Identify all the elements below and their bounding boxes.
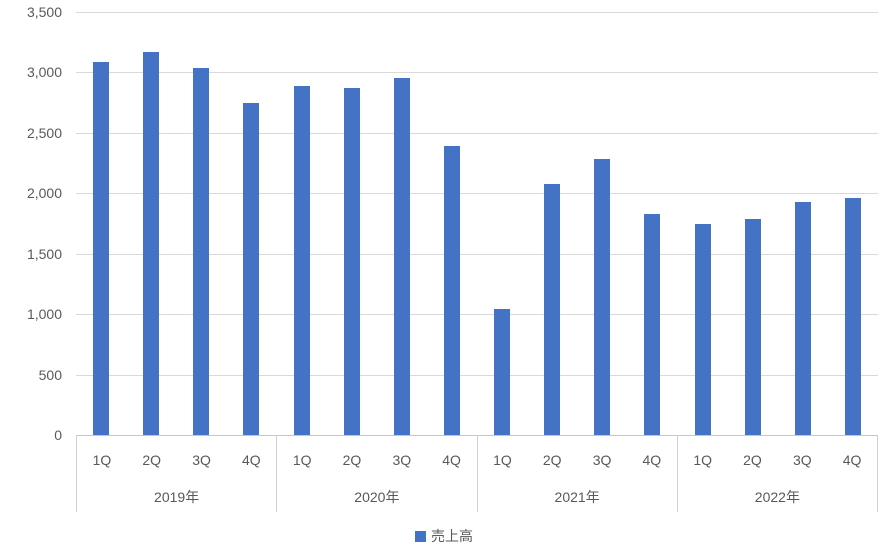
bar-slot [728, 12, 778, 435]
bar-2019年-1Q[interactable] [93, 61, 110, 435]
bar-2021年-2Q[interactable] [544, 183, 561, 435]
quarter-label: 2Q [542, 452, 562, 468]
legend[interactable]: 売上高 [0, 527, 888, 545]
quarter-label: 4Q [642, 452, 662, 468]
quarter-label-row: 1Q 2Q 3Q 4Q [277, 451, 476, 469]
bar-slot [527, 12, 577, 435]
gridline [76, 72, 878, 74]
bar-slot [477, 12, 527, 435]
quarter-label: 3Q [792, 452, 812, 468]
bar-group-2020年 [277, 12, 478, 435]
y-axis-tick-label: 0 [54, 427, 62, 443]
quarter-label: 1Q [292, 452, 312, 468]
quarter-label: 2Q [342, 452, 362, 468]
y-axis-tick-label: 2,000 [26, 185, 62, 202]
bar-2022年-2Q[interactable] [744, 218, 761, 435]
gridline [76, 12, 878, 13]
quarter-label: 4Q [442, 452, 461, 468]
bar-2021年-4Q[interactable] [644, 213, 661, 435]
category-group-2019年: 1Q 2Q 3Q 4Q 2019年 [77, 435, 278, 512]
bar-2020年-3Q[interactable] [393, 78, 410, 435]
bar-slot [778, 12, 828, 435]
quarter-label: 3Q [192, 452, 211, 468]
y-axis-tick-label: 2,500 [26, 124, 62, 141]
bar-2021年-1Q[interactable] [494, 309, 511, 435]
bars-layer [76, 12, 878, 435]
bar-2020年-2Q[interactable] [343, 88, 360, 435]
quarter-label: 4Q [842, 452, 862, 468]
category-group-2022年: 1Q 2Q 3Q 4Q 2022年 [678, 435, 878, 512]
y-axis-tick-label: 1,000 [26, 306, 62, 323]
plot-area [76, 12, 878, 436]
y-axis-tick-label: 500 [38, 366, 62, 383]
quarter-label: 3Q [392, 452, 412, 468]
bar-2019年-4Q[interactable] [243, 102, 260, 435]
y-axis-tick-label: 1,500 [26, 245, 62, 262]
bar-2020年-4Q[interactable] [443, 146, 460, 435]
year-label: 2022年 [754, 489, 800, 505]
bar-group-2019年 [76, 12, 277, 435]
bar-group-2021年 [477, 12, 678, 435]
bar-2022年-3Q[interactable] [794, 201, 811, 435]
quarter-label-row: 1Q 2Q 3Q 4Q [678, 451, 877, 469]
bar-slot [327, 12, 377, 435]
bar-2019年-2Q[interactable] [143, 51, 160, 435]
quarter-label: 1Q [493, 452, 512, 468]
bar-slot [277, 12, 327, 435]
bar-2019年-3Q[interactable] [193, 67, 210, 435]
quarter-label: 2Q [743, 452, 762, 468]
category-group-2021年: 1Q 2Q 3Q 4Q 2021年 [478, 435, 678, 512]
gridline [76, 253, 878, 255]
quarter-label-row: 1Q 2Q 3Q 4Q [77, 451, 276, 469]
bar-slot [76, 12, 126, 435]
year-label: 2020年 [354, 489, 400, 505]
bar-2022年-1Q[interactable] [694, 223, 711, 435]
y-axis: 3,500 3,000 2,500 2,000 1,500 1,000 500 0 [0, 0, 62, 555]
quarter-label: 4Q [242, 452, 261, 468]
gridline [76, 193, 878, 195]
quarter-label-row: 1Q 2Q 3Q 4Q [478, 451, 677, 469]
bar-2021年-3Q[interactable] [594, 159, 611, 435]
y-axis-tick-label: 3,000 [26, 64, 62, 81]
category-axis: 1Q 2Q 3Q 4Q 2019年 1Q 2Q 3Q 4Q 2020年 1Q 2Q 3Q 4Q 2021年 1… [76, 435, 878, 512]
gridline [76, 374, 878, 376]
bar-slot [176, 12, 226, 435]
gridline [76, 314, 878, 316]
gridline [76, 132, 878, 134]
bar-2022年-4Q[interactable] [844, 198, 861, 435]
y-axis-tick-label: 3,500 [26, 4, 62, 20]
quarter-label: 2Q [142, 452, 162, 468]
quarter-label: 1Q [693, 452, 712, 468]
bar-slot [126, 12, 176, 435]
bar-slot [678, 12, 728, 435]
year-label: 2019年 [154, 489, 200, 505]
year-label: 2021年 [554, 489, 600, 505]
bar-2020年-1Q[interactable] [293, 85, 310, 435]
bar-slot [828, 12, 878, 435]
bar-slot [627, 12, 677, 435]
quarter-label: 3Q [592, 452, 612, 468]
bar-slot [226, 12, 276, 435]
quarter-label: 1Q [92, 452, 112, 468]
category-group-2020年: 1Q 2Q 3Q 4Q 2020年 [277, 435, 478, 512]
legend-label: 売上高 [431, 528, 473, 544]
legend-swatch-icon [415, 530, 426, 542]
bar-group-2022年 [678, 12, 879, 435]
bar-slot [427, 12, 477, 435]
bar-slot [577, 12, 627, 435]
bar-slot [377, 12, 427, 435]
